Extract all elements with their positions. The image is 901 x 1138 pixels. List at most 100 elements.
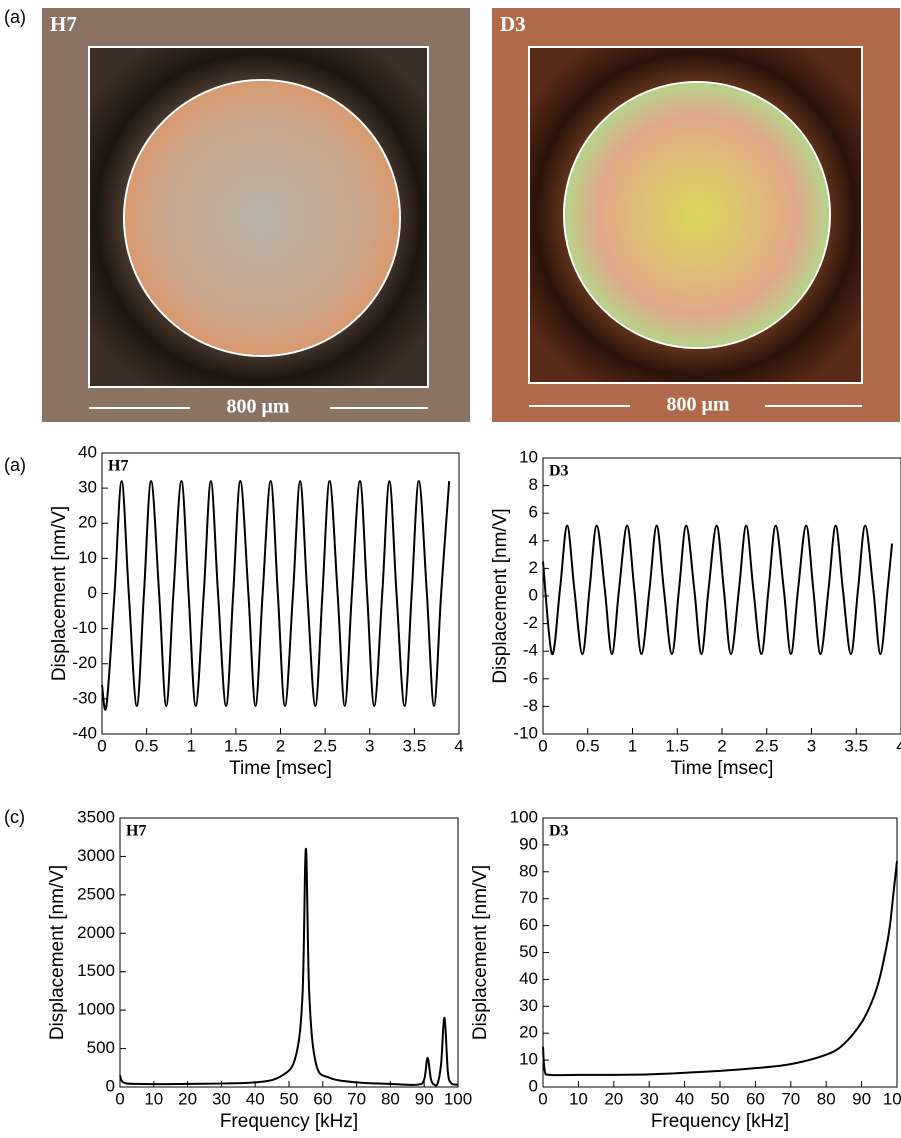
plot-frame: [542, 457, 901, 735]
data-line: [542, 860, 898, 1077]
x-tick-label: 50: [280, 1089, 299, 1108]
x-tick-label: 10: [569, 1089, 588, 1108]
x-tick-label: 2.5: [755, 736, 779, 755]
y-tick-label: 100: [510, 807, 538, 826]
x-tick-label: 0: [115, 1089, 124, 1108]
scale-label: 800 μm: [667, 394, 730, 416]
x-tick-label: 40: [675, 1089, 694, 1108]
y-tick-label: 20: [519, 1023, 538, 1042]
x-tick-label: 1.5: [665, 736, 689, 755]
y-tick-label: 30: [519, 996, 538, 1015]
y-axis-label: Displacement [nm/V]: [490, 508, 511, 683]
y-tick-label: 500: [87, 1038, 115, 1057]
plot-frame: [101, 452, 460, 735]
x-tick-label: 0: [538, 736, 547, 755]
x-tick-label: 0.5: [576, 736, 600, 755]
panel-label: (a): [4, 7, 26, 27]
y-tick-label: 40: [78, 442, 97, 461]
y-tick-label: 90: [519, 834, 538, 853]
plot-frame: [119, 817, 459, 1088]
x-tick-label: 90: [852, 1089, 871, 1108]
x-tick-label: 1.5: [224, 736, 248, 755]
y-tick-label: 2: [529, 558, 538, 577]
x-tick-label: 4: [896, 736, 901, 755]
y-tick-label: -6: [523, 668, 538, 687]
y-axis-label: Displacement [nm/V]: [470, 865, 491, 1040]
y-tick-label: 3500: [77, 807, 115, 826]
y-tick-label: -20: [72, 653, 97, 672]
x-tick-label: 60: [746, 1089, 765, 1108]
x-tick-label: 70: [781, 1089, 800, 1108]
y-tick-label: 0: [529, 1076, 538, 1095]
x-tick-label: 80: [817, 1089, 836, 1108]
y-tick-label: 20: [78, 513, 97, 532]
x-tick-label: 30: [640, 1089, 659, 1108]
scale-label: 800 μm: [227, 396, 290, 418]
x-tick-label: 20: [604, 1089, 623, 1108]
y-tick-label: 1000: [77, 1000, 115, 1019]
x-tick-label: 80: [381, 1089, 400, 1108]
y-tick-label: 10: [78, 548, 97, 567]
x-tick-label: 20: [178, 1089, 197, 1108]
y-tick-label: 6: [529, 503, 538, 522]
x-tick-label: 0: [97, 736, 106, 755]
y-tick-label: 3000: [77, 846, 115, 865]
panel-label: (a): [4, 455, 26, 475]
y-tick-label: 70: [519, 888, 538, 907]
x-tick-label: 3: [365, 736, 374, 755]
y-tick-label: 2500: [77, 884, 115, 903]
y-tick-label: -10: [513, 723, 538, 742]
x-tick-label: 3: [807, 736, 816, 755]
x-tick-label: 100: [444, 1089, 472, 1108]
y-axis-label: Displacement [nm/V]: [49, 506, 70, 681]
x-tick-label: 1: [187, 736, 196, 755]
x-tick-label: 60: [313, 1089, 332, 1108]
y-tick-label: 2000: [77, 923, 115, 942]
y-tick-label: 30: [78, 478, 97, 497]
x-tick-label: 3.5: [844, 736, 868, 755]
x-tick-label: 40: [246, 1089, 265, 1108]
y-tick-label: -30: [72, 688, 97, 707]
x-tick-label: 90: [415, 1089, 434, 1108]
x-tick-label: 70: [347, 1089, 366, 1108]
y-tick-label: -8: [523, 696, 538, 715]
x-axis-label: Time [msec]: [229, 758, 332, 779]
y-tick-label: -2: [523, 613, 538, 632]
y-tick-label: 10: [519, 447, 538, 466]
y-tick-label: 0: [88, 583, 97, 602]
y-tick-label: 1500: [77, 961, 115, 980]
x-tick-label: 2: [717, 736, 726, 755]
data-line: [542, 524, 894, 655]
x-tick-label: 50: [711, 1089, 730, 1108]
photo-h7: [42, 8, 470, 422]
photo-label: H7: [50, 12, 77, 36]
x-tick-label: 0.5: [135, 736, 159, 755]
y-tick-label: 4: [529, 530, 538, 549]
photo-d3: [492, 8, 900, 422]
x-tick-label: 0: [538, 1089, 547, 1108]
y-tick-label: 0: [106, 1076, 115, 1095]
x-tick-label: 1: [628, 736, 637, 755]
chart-title: H7: [108, 458, 128, 475]
plot-frame: [542, 817, 898, 1088]
x-axis-label: Frequency [kHz]: [220, 1111, 358, 1132]
y-tick-label: 40: [519, 969, 538, 988]
data-line: [119, 847, 459, 1087]
y-tick-label: 80: [519, 861, 538, 880]
y-tick-label: -40: [72, 723, 97, 742]
data-line: [101, 480, 451, 711]
y-tick-label: 8: [529, 475, 538, 494]
x-axis-label: Time [msec]: [671, 758, 774, 779]
y-tick-label: 60: [519, 915, 538, 934]
x-tick-label: 30: [212, 1089, 231, 1108]
y-tick-label: 10: [519, 1050, 538, 1069]
x-tick-label: 2: [276, 736, 285, 755]
x-tick-label: 100: [883, 1089, 901, 1108]
x-axis-label: Frequency [kHz]: [651, 1111, 789, 1132]
y-axis-label: Displacement [nm/V]: [47, 865, 68, 1040]
panel-label: (c): [4, 807, 25, 827]
x-tick-label: 2.5: [313, 736, 337, 755]
y-tick-label: 50: [519, 942, 538, 961]
y-tick-label: -10: [72, 618, 97, 637]
